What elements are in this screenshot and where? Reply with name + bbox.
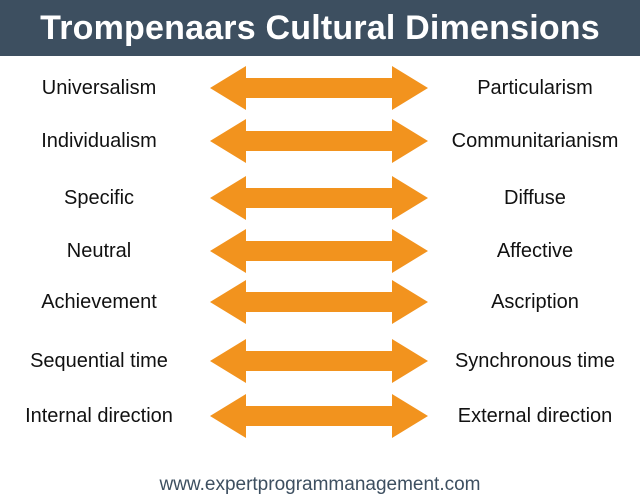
double-headed-arrow-icon <box>210 66 428 110</box>
dimension-right-label: Ascription <box>491 290 579 313</box>
dimension-row: Internal direction External direction <box>0 391 640 441</box>
dimension-left-label: Sequential time <box>30 349 168 372</box>
dimension-row: Achievement Ascription <box>0 277 640 327</box>
dimension-right-label: Particularism <box>477 76 593 99</box>
dimension-right-label: Communitarianism <box>451 129 619 152</box>
double-headed-arrow-icon <box>210 394 428 438</box>
dimension-right-label: External direction <box>457 404 613 427</box>
footer-url[interactable]: www.expertprogrammanagement.com <box>0 472 640 498</box>
double-headed-arrow-icon <box>210 339 428 383</box>
double-headed-arrow-icon <box>210 119 428 163</box>
dimension-right-label: Affective <box>496 239 574 262</box>
dimension-left-label: Neutral <box>66 239 132 262</box>
header-banner: Trompenaars Cultural Dimensions <box>0 0 640 56</box>
dimension-row: Universalism Particularism <box>0 63 640 113</box>
dimension-left-label: Achievement <box>41 290 157 313</box>
dimension-row: Individualism Communitarianism <box>0 116 640 166</box>
double-headed-arrow-icon <box>210 280 428 324</box>
double-headed-arrow-icon <box>210 229 428 273</box>
double-headed-arrow-icon <box>210 176 428 220</box>
website-link[interactable]: www.expertprogrammanagement.com <box>159 474 481 495</box>
dimension-left-label: Individualism <box>41 129 157 152</box>
dimension-left-label: Universalism <box>41 76 157 99</box>
page-title: Trompenaars Cultural Dimensions <box>40 8 600 47</box>
dimension-left-label: Specific <box>63 186 135 209</box>
dimension-row: Neutral Affective <box>0 226 640 276</box>
dimension-right-label: Diffuse <box>504 186 566 209</box>
dimension-left-label: Internal direction <box>25 404 173 427</box>
dimension-right-label: Synchronous time <box>454 349 616 372</box>
dimension-row: Specific Diffuse <box>0 173 640 223</box>
dimension-row: Sequential time Synchronous time <box>0 336 640 386</box>
